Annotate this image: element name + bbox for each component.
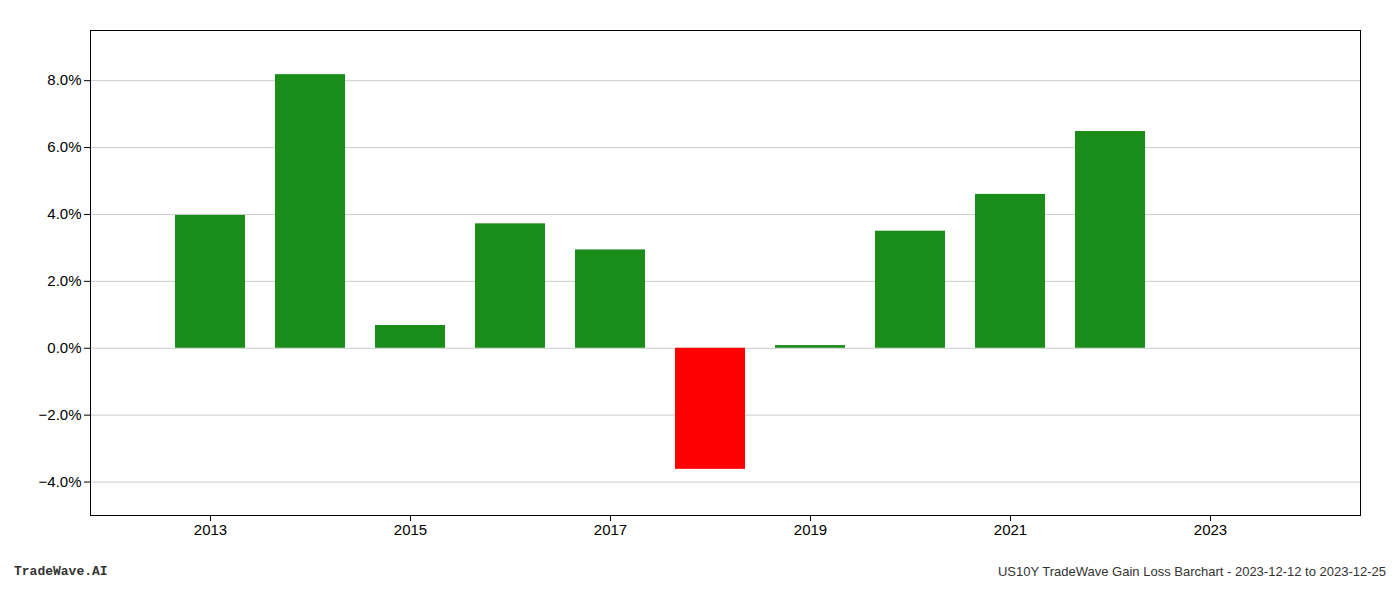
html-text:US10Y TradeWave Gain Loss Barc: US10Y TradeWave Gain Loss Barchart - 202… bbox=[997, 564, 1386, 579]
svg-text:0.0%: 0.0% bbox=[47, 339, 81, 356]
svg-text:6.0%: 6.0% bbox=[47, 138, 81, 155]
svg-text:2023: 2023 bbox=[1194, 521, 1227, 538]
svg-text:2.0%: 2.0% bbox=[47, 272, 81, 289]
svg-text:−2.0%: −2.0% bbox=[39, 406, 82, 423]
svg-text:2013: 2013 bbox=[194, 521, 227, 538]
svg-text:−4.0%: −4.0% bbox=[39, 473, 82, 490]
svg-text:2019: 2019 bbox=[794, 521, 827, 538]
svg-text:2015: 2015 bbox=[394, 521, 427, 538]
svg-text:2017: 2017 bbox=[594, 521, 627, 538]
html-text:TradeWave.AI: TradeWave.AI bbox=[14, 564, 108, 579]
svg-text:8.0%: 8.0% bbox=[47, 71, 81, 88]
svg-text:4.0%: 4.0% bbox=[47, 205, 81, 222]
svg-text:2021: 2021 bbox=[994, 521, 1027, 538]
